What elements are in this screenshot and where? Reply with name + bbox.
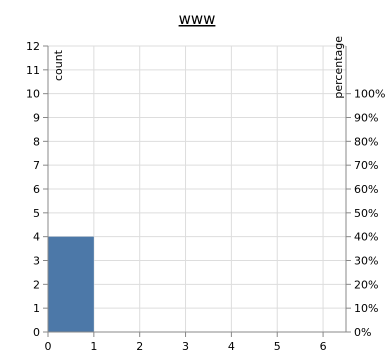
y-tick-label: 5 [33,207,40,220]
y-tick-label: 2 [33,278,40,291]
y-tick-label: 6 [33,183,40,196]
y-tick-label: 9 [33,112,40,125]
y-tick-label: 11 [26,64,40,77]
x-ticks: 0 1 2 3 4 5 6 [45,332,327,353]
x-tick-label: 0 [45,340,52,353]
bars [48,236,94,332]
y2-ticks: 0% 10% 20% 30% 40% 50% 60% 70% 80% 90% 100% [346,88,385,339]
chart-title: www [179,10,216,28]
y2-tick-label: 40% [354,231,378,244]
x-tick-label: 4 [228,340,235,353]
y2-tick-label: 90% [354,112,378,125]
x-tick-label: 3 [182,340,189,353]
y-axis-title: count [52,49,65,81]
y2-tick-label: 0% [354,326,371,339]
y2-tick-label: 20% [354,278,378,291]
x-tick-label: 6 [320,340,327,353]
y-tick-label: 7 [33,159,40,172]
y2-tick-label: 30% [354,255,378,268]
x-tick-label: 1 [90,340,97,353]
y-tick-label: 4 [33,231,40,244]
y2-tick-label: 60% [354,183,378,196]
bar-0 [48,236,94,332]
y-tick-label: 3 [33,255,40,268]
y2-tick-label: 80% [354,135,378,148]
y2-tick-label: 100% [354,88,385,101]
y-tick-label: 10 [26,88,40,101]
y2-axis-title: percentage [332,36,345,99]
x-tick-label: 2 [136,340,143,353]
y-tick-label: 0 [33,326,40,339]
x-tick-label: 5 [274,340,281,353]
y-tick-label: 1 [33,302,40,315]
y-tick-label: 12 [26,40,40,53]
y-tick-label: 8 [33,135,40,148]
y2-tick-label: 10% [354,302,378,315]
y2-tick-label: 70% [354,159,378,172]
y2-tick-label: 50% [354,207,378,220]
